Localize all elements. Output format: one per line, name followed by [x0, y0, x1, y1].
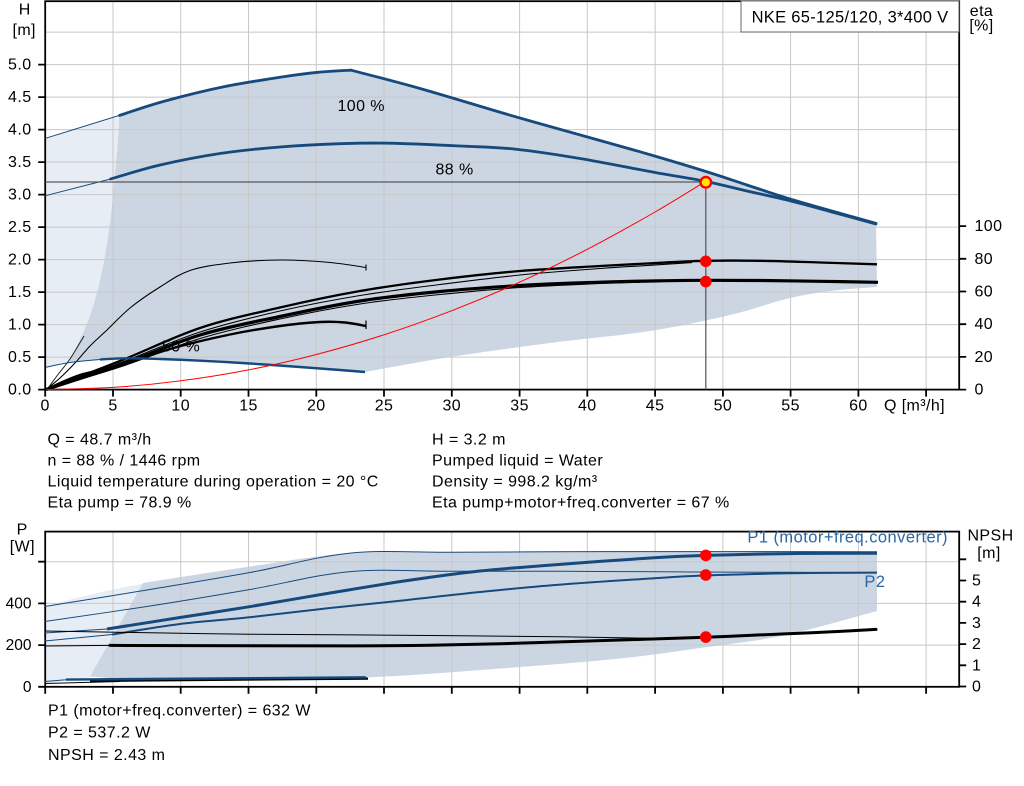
svg-text:200: 200	[6, 637, 32, 654]
svg-text:35: 35	[510, 398, 529, 415]
svg-text:0: 0	[972, 679, 981, 696]
svg-text:H = 3.2 m: H = 3.2 m	[432, 431, 506, 448]
svg-text:2.5: 2.5	[8, 219, 31, 236]
svg-text:20: 20	[307, 398, 326, 415]
svg-text:Liquid temperature during oper: Liquid temperature during operation = 20…	[48, 474, 379, 491]
svg-text:1.5: 1.5	[8, 284, 31, 301]
svg-text:H: H	[19, 2, 31, 19]
svg-text:Eta pump = 78.9 %: Eta pump = 78.9 %	[48, 495, 192, 512]
svg-text:Q [m³/h]: Q [m³/h]	[884, 398, 945, 415]
svg-text:15: 15	[239, 398, 258, 415]
svg-text:0: 0	[975, 382, 984, 399]
svg-text:3.0: 3.0	[8, 187, 31, 204]
svg-text:3: 3	[972, 615, 981, 632]
svg-text:P: P	[17, 522, 28, 539]
svg-text:NPSH = 2.43 m: NPSH = 2.43 m	[48, 747, 165, 764]
svg-text:0: 0	[23, 679, 32, 696]
svg-text:60: 60	[975, 284, 994, 301]
svg-text:40: 40	[975, 316, 994, 333]
svg-text:NPSH: NPSH	[967, 528, 1013, 545]
svg-text:0.5: 0.5	[8, 349, 31, 366]
svg-text:88 %: 88 %	[436, 162, 474, 179]
svg-text:45: 45	[646, 398, 665, 415]
svg-text:P2: P2	[864, 573, 885, 591]
svg-text:Eta pump+motor+freq.converter: Eta pump+motor+freq.converter = 67 %	[432, 495, 730, 512]
svg-text:Q = 48.7 m³/h: Q = 48.7 m³/h	[48, 431, 152, 448]
svg-text:1.0: 1.0	[8, 317, 31, 334]
svg-text:[W]: [W]	[10, 539, 35, 556]
svg-text:25: 25	[375, 398, 394, 415]
svg-text:P2 = 537.2 W: P2 = 537.2 W	[48, 725, 151, 742]
svg-text:50: 50	[714, 398, 733, 415]
svg-text:10: 10	[171, 398, 190, 415]
svg-text:40: 40	[578, 398, 597, 415]
svg-text:100 %: 100 %	[338, 98, 385, 115]
svg-text:5.0: 5.0	[8, 57, 31, 74]
svg-text:3.5: 3.5	[8, 154, 31, 171]
svg-text:4.0: 4.0	[8, 122, 31, 139]
svg-text:80: 80	[975, 251, 994, 268]
svg-text:0.0: 0.0	[8, 382, 31, 399]
svg-text:[m]: [m]	[12, 22, 35, 39]
svg-text:1: 1	[972, 657, 981, 674]
svg-text:30: 30	[442, 398, 461, 415]
svg-text:Density = 998.2 kg/m³: Density = 998.2 kg/m³	[432, 474, 598, 491]
svg-text:[m]: [m]	[977, 545, 1000, 562]
svg-text:4.5: 4.5	[8, 89, 31, 106]
svg-text:5: 5	[108, 398, 117, 415]
svg-text:n = 88 % / 1446 rpm: n = 88 % / 1446 rpm	[48, 453, 201, 470]
svg-text:0: 0	[41, 398, 50, 415]
svg-text:2.0: 2.0	[8, 252, 31, 269]
svg-text:[%]: [%]	[969, 18, 993, 35]
svg-text:60: 60	[849, 398, 868, 415]
svg-text:2: 2	[972, 636, 981, 653]
svg-text:P1 (motor+freq.converter) = 63: P1 (motor+freq.converter) = 632 W	[48, 703, 311, 720]
svg-text:20: 20	[975, 349, 994, 366]
svg-text:P1 (motor+freq.converter): P1 (motor+freq.converter)	[747, 529, 948, 547]
svg-text:100: 100	[975, 218, 1003, 235]
svg-text:5: 5	[972, 573, 981, 590]
svg-text:400: 400	[6, 595, 32, 612]
svg-text:eta: eta	[970, 3, 993, 20]
svg-text:NKE 65-125/120, 3*400 V: NKE 65-125/120, 3*400 V	[752, 9, 949, 27]
svg-text:Pumped liquid = Water: Pumped liquid = Water	[432, 453, 603, 470]
svg-text:55: 55	[781, 398, 800, 415]
svg-text:4: 4	[972, 594, 981, 611]
